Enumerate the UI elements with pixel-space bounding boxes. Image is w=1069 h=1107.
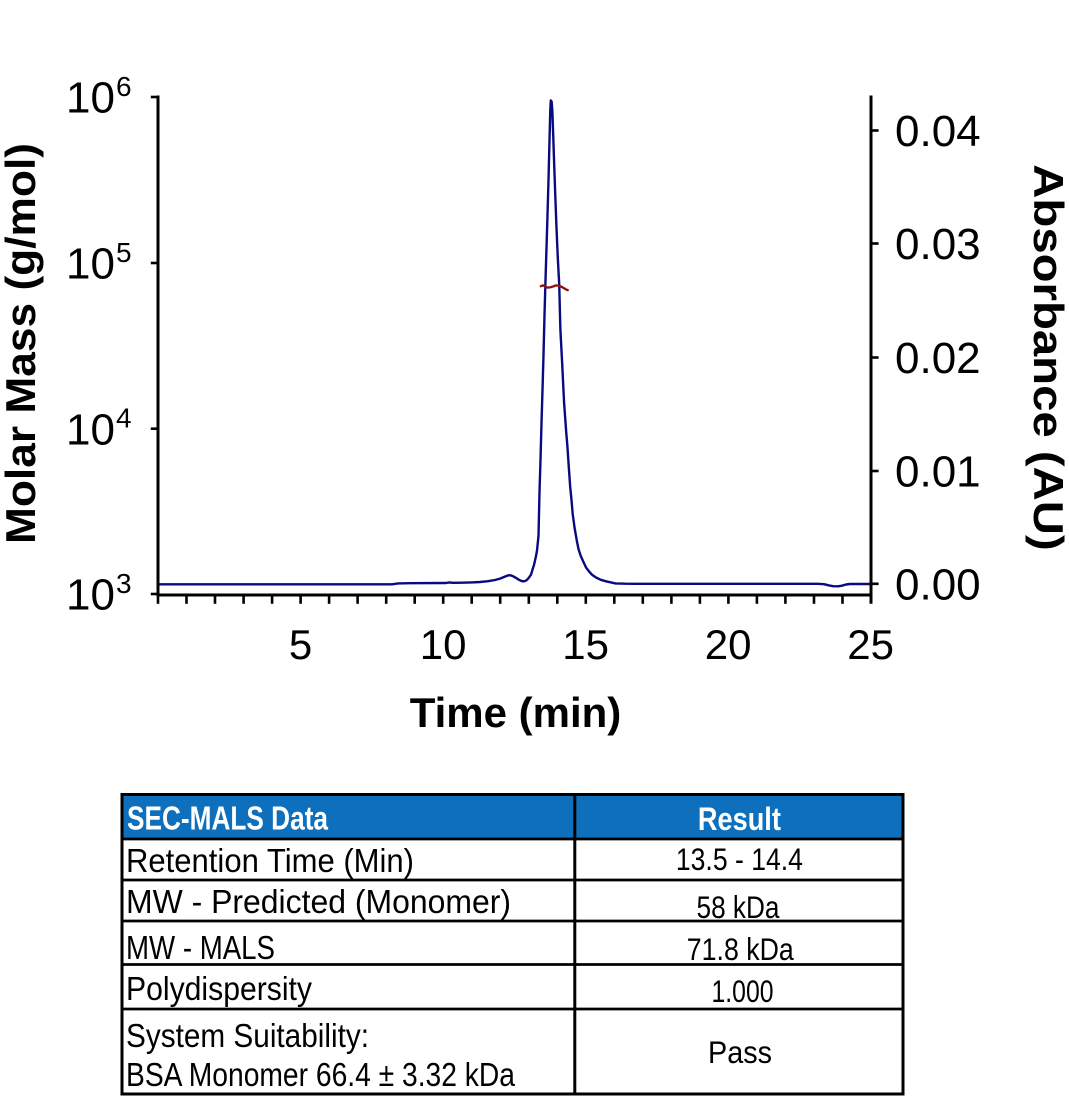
svg-text:15: 15 [562,621,609,668]
svg-text:3: 3 [116,568,132,599]
svg-text:Absorbance (AU): Absorbance (AU) [1025,164,1069,551]
svg-text:10: 10 [66,240,115,289]
svg-text:Retention Time (Min): Retention Time (Min) [126,842,414,879]
svg-text:71.8 kDa: 71.8 kDa [687,931,794,967]
svg-text:Result: Result [698,801,781,837]
svg-text:10: 10 [66,571,115,620]
svg-text:BSA Monomer 66.4 ± 3.32 kDa: BSA Monomer 66.4 ± 3.32 kDa [126,1056,516,1093]
svg-text:MW - MALS: MW - MALS [126,929,275,966]
svg-text:SEC-MALS Data: SEC-MALS Data [127,800,329,837]
svg-text:58 kDa: 58 kDa [697,889,780,925]
svg-text:0.04: 0.04 [895,107,981,156]
svg-text:Pass: Pass [708,1034,772,1070]
svg-text:5: 5 [289,621,312,668]
svg-text:10: 10 [420,621,467,668]
svg-text:5: 5 [116,237,132,268]
svg-text:Time (min): Time (min) [410,689,622,736]
svg-text:10: 10 [66,405,115,454]
svg-text:Polydispersity: Polydispersity [126,970,312,1007]
svg-text:0.00: 0.00 [895,561,981,610]
svg-text:6: 6 [116,71,132,102]
svg-text:Molar Mass (g/mol): Molar Mass (g/mol) [0,143,44,544]
svg-text:0.02: 0.02 [895,334,981,383]
svg-text:0.03: 0.03 [895,220,981,269]
svg-text:1.000: 1.000 [712,973,774,1009]
svg-text:0.01: 0.01 [895,448,981,497]
svg-text:20: 20 [705,621,752,668]
svg-text:4: 4 [116,403,132,434]
svg-text:13.5 - 14.4: 13.5 - 14.4 [676,841,803,877]
svg-text:10: 10 [66,74,115,123]
svg-text:System Suitability:: System Suitability: [126,1017,369,1054]
svg-text:MW - Predicted (Monomer): MW - Predicted (Monomer) [126,883,511,920]
svg-text:25: 25 [847,621,894,668]
